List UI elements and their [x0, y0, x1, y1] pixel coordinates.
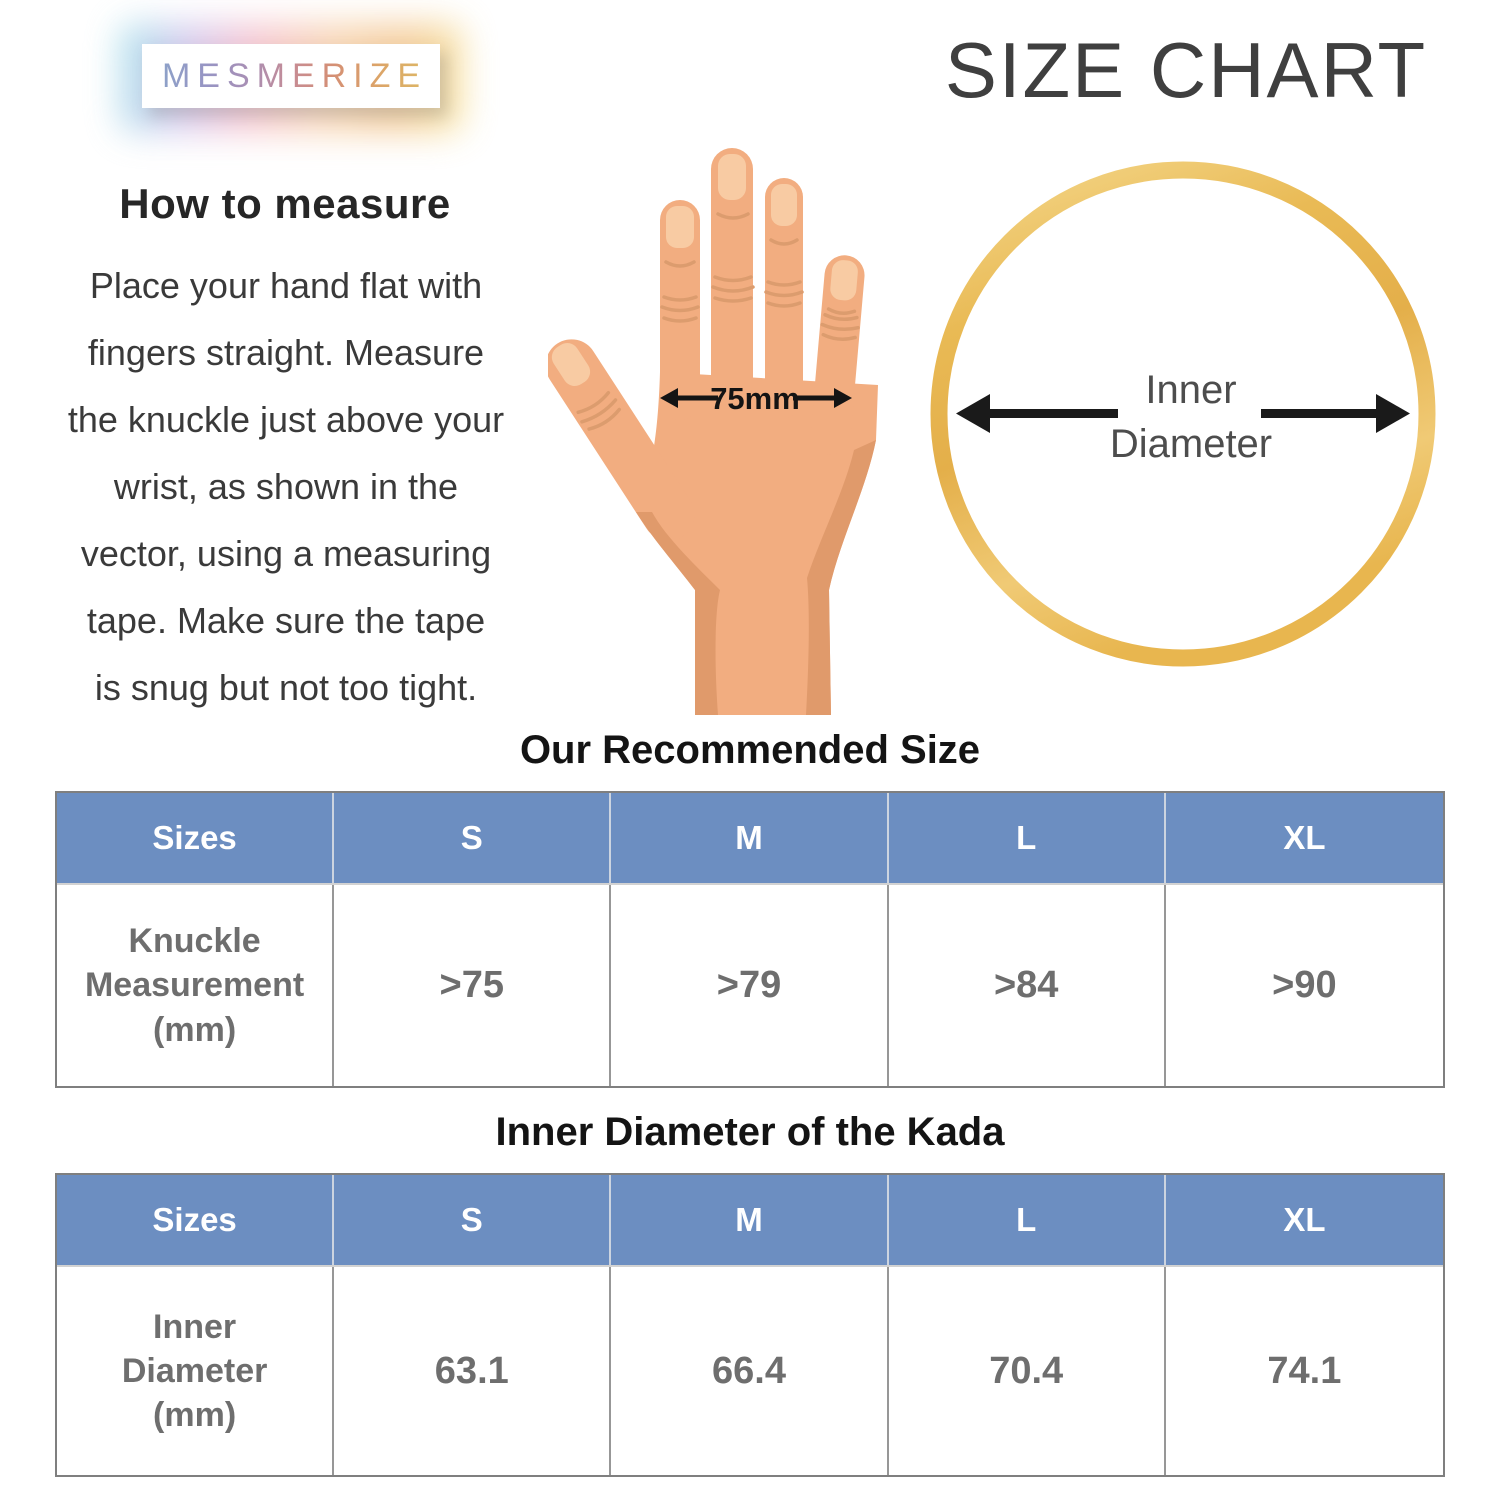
header-cell-m: M [611, 1175, 889, 1265]
brand-name: MESMERIZE [155, 57, 427, 96]
thumb [548, 339, 695, 541]
header-cell-l: L [889, 793, 1166, 883]
paragraph-line: Place your hand flat with [89, 265, 483, 306]
palm-shading-left [636, 512, 720, 715]
gold-ring [930, 161, 1436, 667]
value-cell-l: 70.4 [889, 1267, 1166, 1475]
fingers [660, 148, 865, 455]
header-cell-xl: XL [1283, 1201, 1326, 1238]
inner-diameter-label-line2: Diameter [1110, 422, 1272, 466]
table-body-row: Inner Diameter (mm) 63.1 66.4 70.4 74.1 [57, 1267, 1443, 1475]
knuckle-measure-label: 75mm [710, 381, 800, 416]
logo-box: MESMERIZE [142, 44, 440, 108]
table-header-row: Sizes S M L XL [57, 1175, 1443, 1267]
inner-diameter-arrow [956, 394, 1410, 433]
inner-diameter-title: Inner Diameter of the Kada [495, 1110, 1005, 1154]
inner-diameter-table: Sizes S M L XL Inner Diameter (mm) 63.1 … [55, 1173, 1445, 1477]
table-header-row: Sizes S M L XL [57, 793, 1443, 885]
value-cell-xl: 74.1 [1267, 1349, 1342, 1392]
value-cell-l: >84 [889, 885, 1166, 1086]
header-cell-xl: XL [1283, 819, 1326, 856]
row-label-cell: Inner Diameter (mm) [57, 1267, 335, 1475]
paragraph-line: the knuckle just above your [67, 399, 505, 440]
header-cell-s: S [334, 1175, 612, 1265]
header-cell-s: S [334, 793, 612, 883]
value-cell-xl: >90 [1272, 964, 1337, 1006]
inner-diameter-label-line1: Inner [1145, 368, 1236, 412]
palm-shading-right [806, 440, 876, 715]
row-label: Knuckle Measurement (mm) [84, 922, 305, 1049]
header-cell-sizes: Sizes [57, 793, 335, 883]
hand-measure-illustration: 75mm [548, 148, 878, 715]
header-cell-sizes: Sizes [57, 1175, 335, 1265]
page-title: SIZE CHART [944, 26, 1428, 114]
brand-logo: MESMERIZE [120, 24, 462, 132]
value-cell-m: 66.4 [611, 1267, 889, 1475]
paragraph-line: fingers straight. Measure [87, 332, 485, 373]
table-body-row: Knuckle Measurement (mm) >75 >79 >84 >90 [57, 885, 1443, 1086]
value-cell-s: >75 [334, 885, 612, 1086]
row-label-cell: Knuckle Measurement (mm) [57, 885, 335, 1086]
value-cell-s: 63.1 [334, 1267, 612, 1475]
row-label: Inner Diameter (mm) [121, 1307, 268, 1435]
header-cell-m: M [611, 793, 889, 883]
paragraph-line: vector, using a measuring [80, 533, 492, 574]
knuckle-measure-arrow: 75mm [660, 381, 852, 416]
paragraph-line: tape. Make sure the tape [86, 600, 486, 641]
recommended-size-table: Sizes S M L XL Knuckle Measurement (mm) … [55, 791, 1445, 1088]
how-to-measure-paragraph: Place your hand flat with fingers straig… [40, 252, 532, 721]
value-cell-m: >79 [611, 885, 889, 1086]
paragraph-line: wrist, as shown in the [113, 466, 459, 507]
recommended-size-title: Our Recommended Size [519, 728, 981, 772]
paragraph-line: is snug but not too tight. [94, 667, 478, 708]
how-to-measure-heading: How to measure [119, 180, 451, 227]
header-cell-l: L [889, 1175, 1166, 1265]
kada-ring-diagram: Inner Diameter [930, 161, 1436, 667]
